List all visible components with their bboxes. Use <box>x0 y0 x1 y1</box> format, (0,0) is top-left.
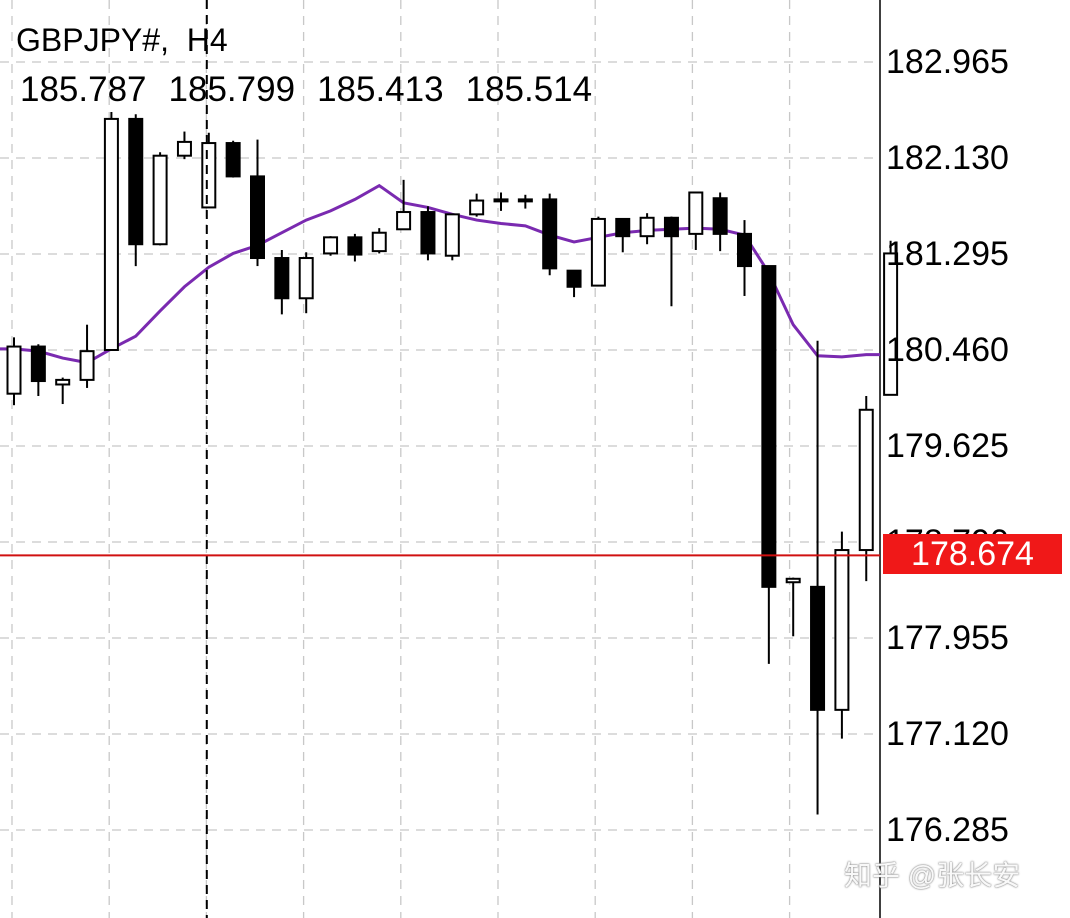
candle <box>396 179 412 231</box>
candle-body-bullish <box>590 217 606 287</box>
y-tick-label: 179.625 <box>886 427 1009 465</box>
watermark: 知乎 @张长安 <box>844 860 1021 891</box>
candle-body-bearish <box>128 117 144 246</box>
candle <box>737 220 752 296</box>
candle-body-bullish <box>55 378 71 386</box>
candle-body-bearish <box>347 236 363 256</box>
candle <box>323 236 339 256</box>
candle-body-bullish <box>688 191 704 235</box>
y-tick-label: 177.955 <box>886 619 1009 657</box>
candle <box>420 206 436 261</box>
candle <box>858 395 874 582</box>
candle <box>79 324 95 388</box>
candle-body-bullish <box>152 154 168 246</box>
candle <box>298 252 314 314</box>
candle <box>883 240 899 396</box>
candle <box>103 112 119 351</box>
candle-body-bearish <box>30 345 46 383</box>
y-tick-label: 182.965 <box>886 43 1009 81</box>
candle <box>250 139 265 267</box>
candle-body-bullish <box>469 199 485 216</box>
candle-body-bearish <box>712 197 728 235</box>
current-price-badge: 178.674 <box>883 534 1062 574</box>
candle <box>347 233 363 262</box>
candle <box>493 192 509 211</box>
candle-body-bullish <box>323 236 339 255</box>
candle <box>663 216 679 307</box>
candle-body-bullish <box>883 252 899 396</box>
candle <box>834 531 850 739</box>
ohlc-readout: 185.787 185.799 185.413 185.514 <box>20 70 592 110</box>
candle-body-bearish <box>615 217 631 238</box>
candle-body-bearish <box>566 269 582 288</box>
y-tick-label: 176.285 <box>886 811 1009 849</box>
candle-body-bearish <box>542 198 558 270</box>
candle <box>712 192 728 252</box>
candle <box>225 140 241 178</box>
candle <box>517 194 533 209</box>
candle-body-bullish <box>639 216 655 238</box>
candle-body-bearish <box>737 232 752 268</box>
chart-title: GBPJPY#, H4 <box>16 22 228 58</box>
candle <box>128 114 144 267</box>
candle <box>761 265 777 664</box>
candle-body-bullish <box>493 198 509 203</box>
candle <box>152 152 168 246</box>
y-tick-label: 177.120 <box>886 715 1009 753</box>
candle <box>785 577 801 637</box>
candle-body-bullish <box>298 257 314 300</box>
candle <box>688 191 704 250</box>
candle <box>444 213 460 261</box>
candle-body-bullish <box>785 577 801 584</box>
symbol-label: GBPJPY# <box>16 22 161 58</box>
close-value: 185.514 <box>465 70 593 109</box>
open-value: 185.787 <box>20 70 147 109</box>
candle <box>810 340 826 815</box>
candle-body-bearish <box>761 265 777 588</box>
candle-body-bearish <box>810 585 826 711</box>
high-value: 185.799 <box>168 70 296 109</box>
candle-body-bullish <box>79 350 95 381</box>
candle-body-bearish <box>420 211 436 255</box>
y-tick-label: 180.460 <box>886 331 1009 369</box>
timeframe-label: H4 <box>186 22 228 58</box>
candle-body-bullish <box>371 231 387 253</box>
candle <box>201 132 217 209</box>
candle <box>30 344 46 396</box>
candle-body-bullish <box>6 345 22 395</box>
candle-body-bullish <box>444 213 460 257</box>
candle-body-bearish <box>250 175 265 260</box>
candle <box>6 337 22 406</box>
candle-body-bearish <box>225 142 241 178</box>
candle-body-bearish <box>274 257 290 300</box>
y-tick-label: 182.130 <box>886 139 1009 177</box>
candle <box>542 193 558 276</box>
candle-body-bullish <box>858 408 874 552</box>
overlay-layer <box>0 0 880 918</box>
candles-layer <box>6 112 899 815</box>
candle-body-bullish <box>396 211 412 231</box>
candle <box>590 216 606 287</box>
candle <box>274 249 290 315</box>
candle-body-bullish <box>517 198 533 203</box>
candle <box>615 217 631 253</box>
candle <box>639 213 655 245</box>
candle <box>566 269 582 298</box>
candle-body-bullish <box>834 549 850 711</box>
candle-body-bullish <box>201 142 217 209</box>
candle <box>176 131 192 160</box>
candle-body-bearish <box>663 216 679 238</box>
low-value: 185.413 <box>317 70 444 109</box>
candle <box>469 193 485 217</box>
candle-body-bullish <box>176 140 192 157</box>
y-tick-label: 181.295 <box>886 235 1009 273</box>
candle <box>371 228 387 254</box>
candle-body-bullish <box>103 117 119 351</box>
candle <box>55 377 71 405</box>
